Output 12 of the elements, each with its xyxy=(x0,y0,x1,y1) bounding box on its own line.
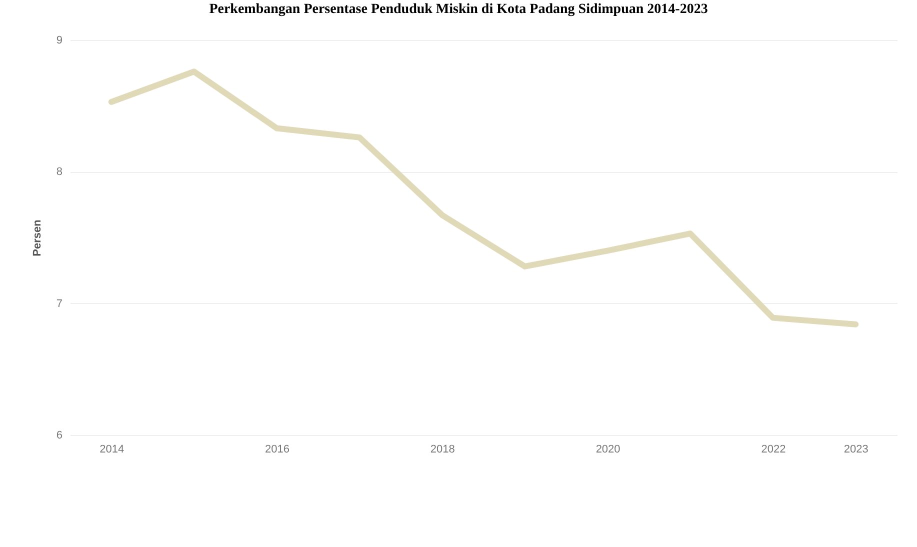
x-tick-label: 2022 xyxy=(761,444,786,456)
y-tick-label: 6 xyxy=(56,430,62,442)
x-tick-label: 2018 xyxy=(430,444,455,456)
y-tick-label: 9 xyxy=(56,34,62,46)
y-axis-title: Persen xyxy=(31,219,44,256)
y-tick-label: 7 xyxy=(56,298,62,310)
y-tick-label: 8 xyxy=(56,166,62,178)
chart-title: Perkembangan Persentase Penduduk Miskin di Kota Padang Sidimpuan 2014-2023 xyxy=(209,2,708,17)
x-tick-label: 2020 xyxy=(596,444,620,456)
x-tick-label: 2014 xyxy=(100,444,124,456)
x-tick-label: 2023 xyxy=(844,444,868,456)
x-tick-label: 2016 xyxy=(265,444,290,456)
